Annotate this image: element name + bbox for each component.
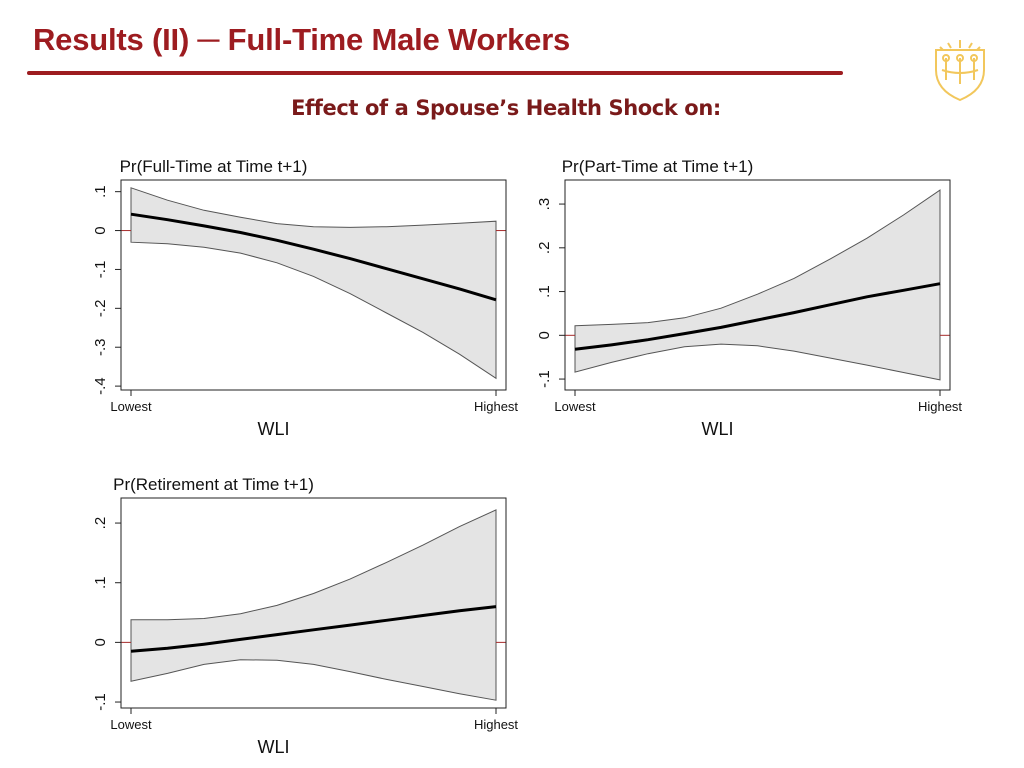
plot-frame (120, 497, 507, 709)
y-tick-label: -.1 (92, 261, 109, 279)
x-tick-label: Highest (474, 399, 518, 414)
y-tick-label: .1 (92, 576, 109, 589)
slide-subtitle: Effect of a Spouse’s Health Shock on: (291, 96, 721, 120)
chart-part-time: Pr(Part-Time at Time t+1) .3 .2 .1 0 -.1Lowes… (536, 157, 962, 439)
y-tick-label: 0 (92, 638, 109, 646)
chart-title: Pr(Full-Time at Time t+1) (120, 157, 308, 176)
y-tick-label: .1 (536, 285, 553, 298)
university-seal-icon (935, 40, 985, 102)
estimate-line (130, 605, 497, 653)
x-tick-label: Lowest (554, 399, 596, 414)
x-tick-label: Lowest (110, 717, 152, 732)
x-tick-label: Lowest (110, 399, 152, 414)
chart-full-time: Pr(Full-Time at Time t+1) .1 0 -.1 -.2 -.3 -.4… (92, 157, 518, 439)
y-tick-label: 0 (92, 226, 109, 234)
plot-frame (120, 179, 507, 391)
y-tick-label: 0 (536, 331, 553, 339)
confidence-band (130, 187, 497, 380)
y-tick-label: -.1 (536, 370, 553, 388)
y-tick-label: -.2 (92, 300, 109, 318)
y-tick-label: .1 (92, 185, 109, 198)
confidence-band (574, 189, 941, 381)
slide-title: Results (II) ─ Full-Time Male Workers (33, 22, 571, 57)
title-rule (27, 71, 843, 75)
y-tick-label: .3 (536, 198, 553, 211)
confidence-band (130, 509, 497, 701)
y-tick-label: -.1 (92, 693, 109, 711)
estimate-line (130, 212, 497, 302)
y-tick-label: -.4 (92, 377, 109, 395)
plot-frame (564, 179, 951, 391)
y-tick-label: -.3 (92, 338, 109, 356)
x-tick-label: Highest (474, 717, 518, 732)
x-axis-label: WLI (257, 419, 289, 439)
chart-retirement: Pr(Retirement at Time t+1) .2 .1 0 -.1Lowest… (92, 475, 518, 757)
x-axis-label: WLI (701, 419, 733, 439)
x-tick-label: Highest (918, 399, 962, 414)
y-tick-label: .2 (92, 517, 109, 530)
estimate-line (574, 282, 941, 351)
y-tick-label: .2 (536, 242, 553, 255)
chart-title: Pr(Retirement at Time t+1) (113, 475, 314, 494)
x-axis-label: WLI (257, 737, 289, 757)
chart-title: Pr(Part-Time at Time t+1) (562, 157, 754, 176)
